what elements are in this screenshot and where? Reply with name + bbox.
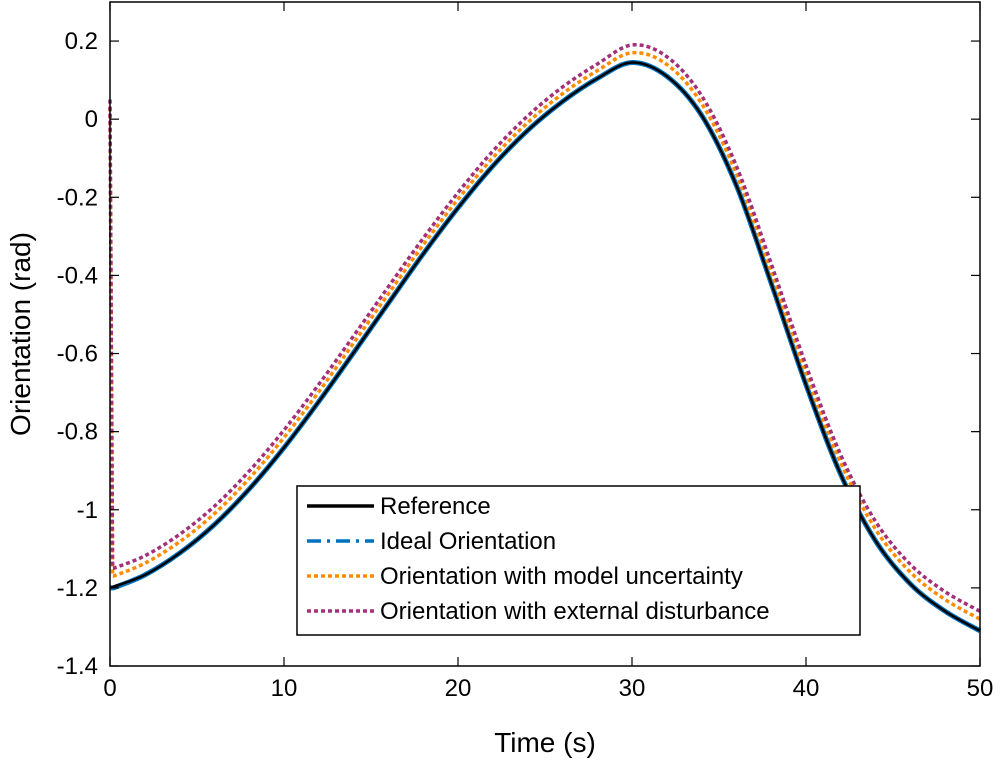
plot-frame [109, 1, 981, 667]
series-line-4 [108, 43, 981, 613]
series-line-3 [108, 50, 981, 621]
legend-label-2: Ideal Orientation [380, 528, 556, 555]
y-tick-label: -1 [77, 497, 98, 524]
y-axis-label: Orientation (rad) [5, 232, 36, 436]
y-tick-label: -0.2 [57, 184, 98, 211]
series-layer [108, 43, 982, 634]
legend-label-1: Reference [380, 493, 491, 520]
y-tick-label: -0.8 [57, 419, 98, 446]
legend-label-4: Orientation with external disturbance [380, 598, 770, 625]
y-tick-label: 0.2 [65, 28, 98, 55]
tick-layer: 0 10 20 30 40 50 -1.4 -1.2 -1 -0.8 -0.6 -0.4 -0.2 0 0.… [57, 2, 994, 702]
legend: Reference Ideal Orientation Orientation wi… [296, 485, 861, 636]
x-axis-label: Time (s) [494, 727, 596, 758]
x-tick-label: 10 [271, 675, 298, 702]
y-tick-label: 0 [85, 106, 98, 133]
series-line-1 [109, 61, 981, 632]
y-tick-label: -0.6 [57, 341, 98, 368]
y-tick-label: -0.4 [57, 262, 98, 289]
legend-label-3: Orientation with model uncertainty [380, 563, 743, 590]
legend-box [296, 485, 861, 636]
x-tick-label: 20 [445, 675, 472, 702]
x-tick-label: 0 [103, 675, 116, 702]
y-tick-label: -1.4 [57, 653, 98, 680]
x-tick-label: 40 [793, 675, 820, 702]
x-tick-label: 30 [619, 675, 646, 702]
y-tick-label: -1.2 [57, 575, 98, 602]
x-tick-label: 50 [967, 675, 994, 702]
